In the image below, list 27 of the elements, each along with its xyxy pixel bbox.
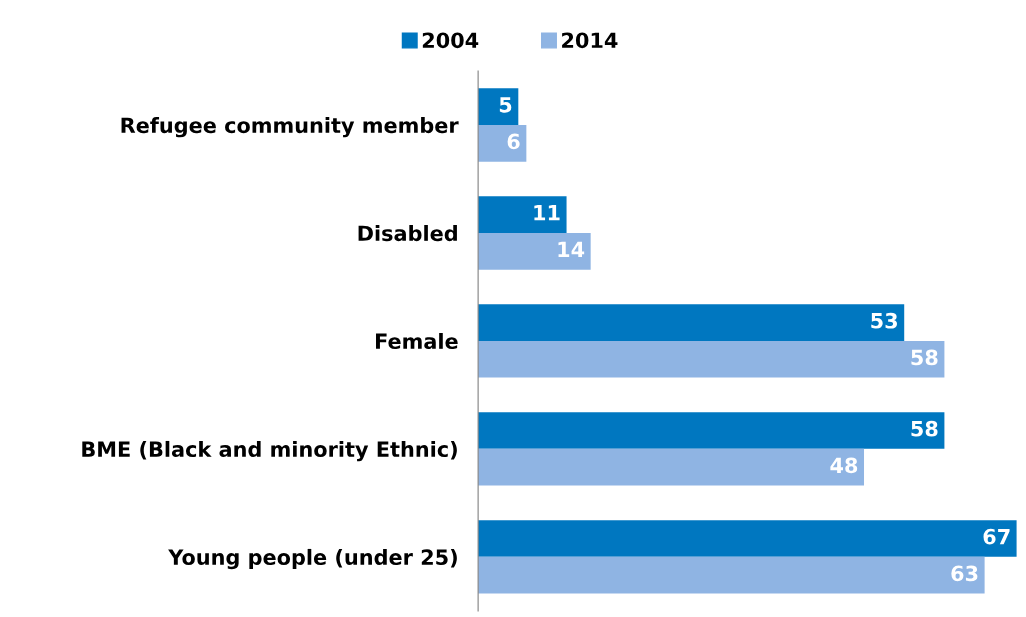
bar bbox=[478, 88, 519, 125]
data-label: 67 bbox=[983, 528, 1010, 545]
data-label: 63 bbox=[951, 565, 978, 582]
data-label: 5 bbox=[499, 97, 512, 113]
y-tick-label: Refugee community member bbox=[121, 117, 459, 138]
bar bbox=[478, 520, 1017, 557]
y-tick-label: BME (Black and minority Ethnic) bbox=[82, 440, 457, 462]
bar bbox=[478, 556, 985, 594]
data-label: 58 bbox=[911, 420, 938, 437]
legend-label: 2004 bbox=[422, 32, 479, 49]
data-label: 53 bbox=[871, 312, 897, 329]
bar bbox=[478, 340, 945, 378]
data-label: 48 bbox=[830, 457, 858, 474]
legend-label: 2014 bbox=[562, 32, 618, 49]
data-label: 14 bbox=[558, 241, 585, 258]
bar bbox=[478, 124, 527, 162]
bar bbox=[478, 448, 865, 486]
data-label: 58 bbox=[911, 349, 938, 366]
data-label: 6 bbox=[507, 133, 520, 150]
bar bbox=[478, 232, 591, 270]
y-tick-label: Female bbox=[376, 332, 458, 350]
bar bbox=[478, 304, 905, 341]
data-label: 11 bbox=[534, 205, 560, 221]
bar bbox=[478, 412, 945, 449]
y-tick-label: Young people (under 25) bbox=[168, 548, 457, 570]
y-tick-label: Disabled bbox=[358, 225, 457, 242]
bar bbox=[478, 196, 567, 233]
